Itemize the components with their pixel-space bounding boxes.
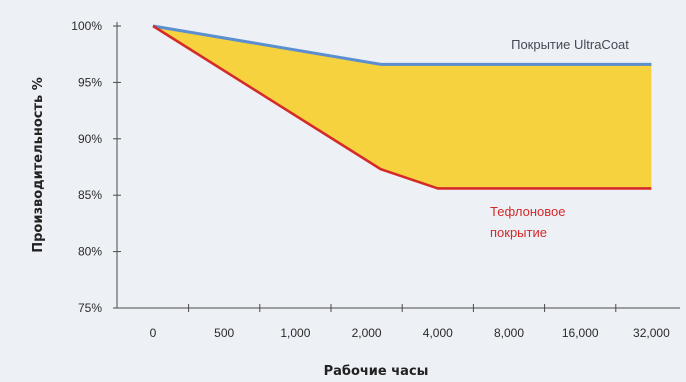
series-label-teflon: Тефлоновое покрытие	[490, 204, 569, 240]
y-tick-label: 75%	[78, 301, 102, 315]
x-axis-title: Рабочие часы	[324, 364, 429, 379]
x-tick-label: 1,000	[280, 326, 310, 340]
x-tick-label: 16,000	[562, 326, 599, 340]
x-tick-label: 0	[150, 326, 157, 340]
y-axis-title: Производительность %	[31, 77, 46, 253]
series-label-teflon-line1: Тефлоновое	[490, 204, 565, 219]
y-tick-labels: 100% 95% 90% 85% 80% 75%	[71, 19, 121, 315]
axes	[116, 22, 680, 309]
series-label-ultracoat: Покрытие UltraCoat	[511, 37, 629, 52]
series-line-ultracoat	[152, 24, 652, 66]
series-labels: Покрытие UltraCoat Тефлоновое покрытие	[490, 37, 629, 240]
area-between-series	[153, 26, 652, 189]
series-lines	[152, 24, 652, 190]
series-line-teflon	[152, 24, 652, 190]
performance-gap-area	[153, 26, 652, 189]
x-tick-label: 2,000	[352, 326, 382, 340]
x-tick-labels: 0 500 1,000 2,000 4,000 8,000 16,000 32,000	[150, 304, 670, 340]
y-tick-label: 95%	[78, 75, 102, 89]
x-tick-label: 8,000	[494, 326, 524, 340]
y-tick-label: 100%	[71, 19, 102, 33]
x-tick-label: 4,000	[423, 326, 453, 340]
y-tick-label: 85%	[78, 188, 102, 202]
x-tick-label: 500	[214, 326, 234, 340]
series-label-teflon-line2: покрытие	[490, 225, 547, 240]
x-tick-label: 32,000	[633, 326, 670, 340]
y-tick-label: 80%	[78, 245, 102, 259]
y-tick-label: 90%	[78, 132, 102, 146]
